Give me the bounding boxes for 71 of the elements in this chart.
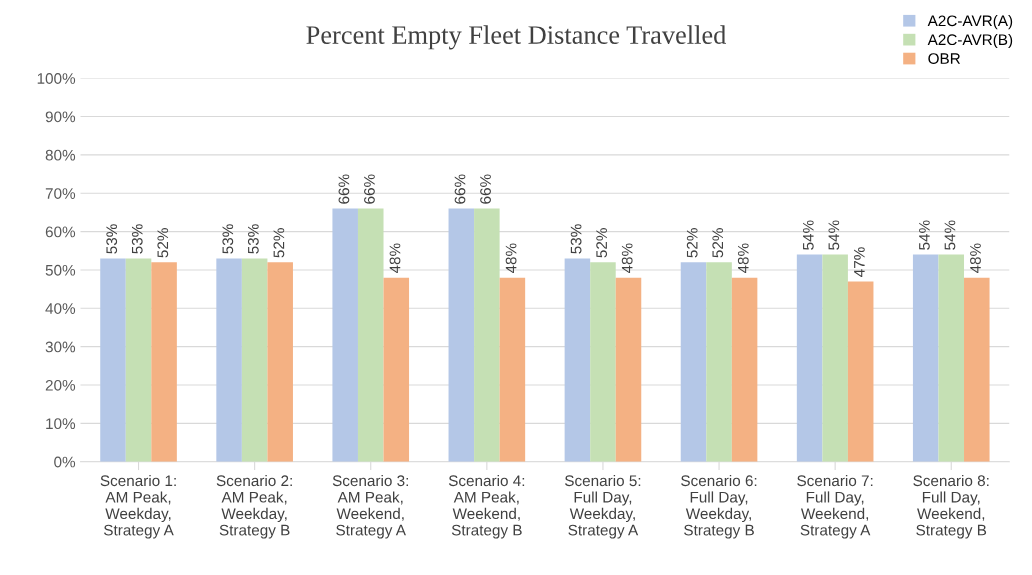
data-label: 48% [970, 243, 981, 274]
bar [680, 262, 707, 462]
legend-label: A2C-AVR(B) [927, 33, 1013, 49]
data-label: 53% [131, 224, 143, 254]
bar [796, 254, 823, 462]
data-label: 53% [570, 224, 582, 254]
x-tick-label: Scenario 6: Full Day, Weekday, Strategy B [681, 474, 757, 539]
y-tick-label: 50% [45, 264, 76, 276]
bar [847, 281, 874, 462]
bar [615, 277, 642, 462]
bar [706, 262, 732, 462]
data-label: 48% [505, 243, 517, 274]
data-label: 52% [157, 228, 169, 258]
data-label: 52% [712, 228, 724, 258]
y-tick-label: 90% [45, 111, 76, 123]
x-tick-label: Scenario 5: Full Day, Weekday, Strategy A [565, 474, 641, 539]
bar [383, 277, 410, 462]
bar [731, 277, 758, 462]
bar [267, 262, 293, 462]
legend-label: OBR [928, 53, 961, 65]
data-label: 47% [854, 247, 865, 277]
data-label: 54% [919, 220, 930, 250]
bar [448, 208, 475, 462]
bar [216, 258, 242, 462]
bar [151, 262, 177, 462]
y-tick-label: 30% [45, 341, 76, 353]
bar [564, 258, 591, 462]
y-tick-label: 10% [46, 418, 76, 430]
data-label: 66% [454, 174, 466, 204]
data-label: 54% [944, 220, 956, 250]
data-label: 66% [364, 174, 375, 204]
bar [499, 277, 526, 462]
y-tick-label: 80% [45, 149, 76, 161]
data-label: 53% [247, 224, 259, 254]
x-tick-label: Scenario 1: AM Peak, Weekday, Strategy A [100, 474, 176, 539]
bar [474, 208, 500, 462]
x-tick-label: Scenario 3: AM Peak, Weekend, Strategy A [332, 474, 408, 539]
x-tick-label: Scenario 4: AM Peak, Weekend, Strategy B [448, 474, 525, 539]
bar [241, 258, 268, 462]
bar [590, 262, 616, 462]
y-tick-label: 100% [37, 73, 76, 84]
y-tick-label: 40% [45, 303, 76, 314]
data-label: 48% [389, 243, 401, 274]
bar [938, 254, 965, 462]
data-label: 54% [828, 220, 840, 250]
data-label: 52% [686, 228, 698, 258]
bar [964, 277, 990, 462]
legend-label: A2C-AVR(A) [927, 14, 1013, 30]
data-label: 54% [802, 220, 814, 250]
data-label: 52% [273, 228, 285, 258]
y-tick-label: 20% [45, 379, 76, 391]
data-label: 48% [737, 243, 749, 274]
bar [125, 258, 152, 462]
x-tick-label: Scenario 2: AM Peak, Weekday, Strategy B [216, 474, 292, 539]
bar [357, 208, 384, 462]
data-label: 66% [338, 174, 350, 204]
data-label: 53% [106, 224, 118, 254]
bar [332, 208, 358, 462]
x-tick-label: Scenario 8: Full Day, Weekend, Strategy B [913, 474, 989, 539]
bar [912, 254, 939, 462]
data-label: 53% [222, 224, 234, 254]
bar [100, 258, 126, 462]
data-label: 66% [480, 174, 491, 204]
y-tick-label: 60% [45, 226, 76, 238]
y-tick-label: 70% [45, 188, 76, 199]
chart-title: Percent Empty Fleet Distance Travelled [306, 25, 727, 50]
data-label: 48% [621, 243, 633, 274]
x-tick-label: Scenario 7: Full Day, Weekend, Strategy A [797, 474, 873, 539]
data-label: 52% [596, 228, 608, 258]
bar [822, 254, 848, 462]
y-tick-label: 0% [54, 456, 76, 468]
